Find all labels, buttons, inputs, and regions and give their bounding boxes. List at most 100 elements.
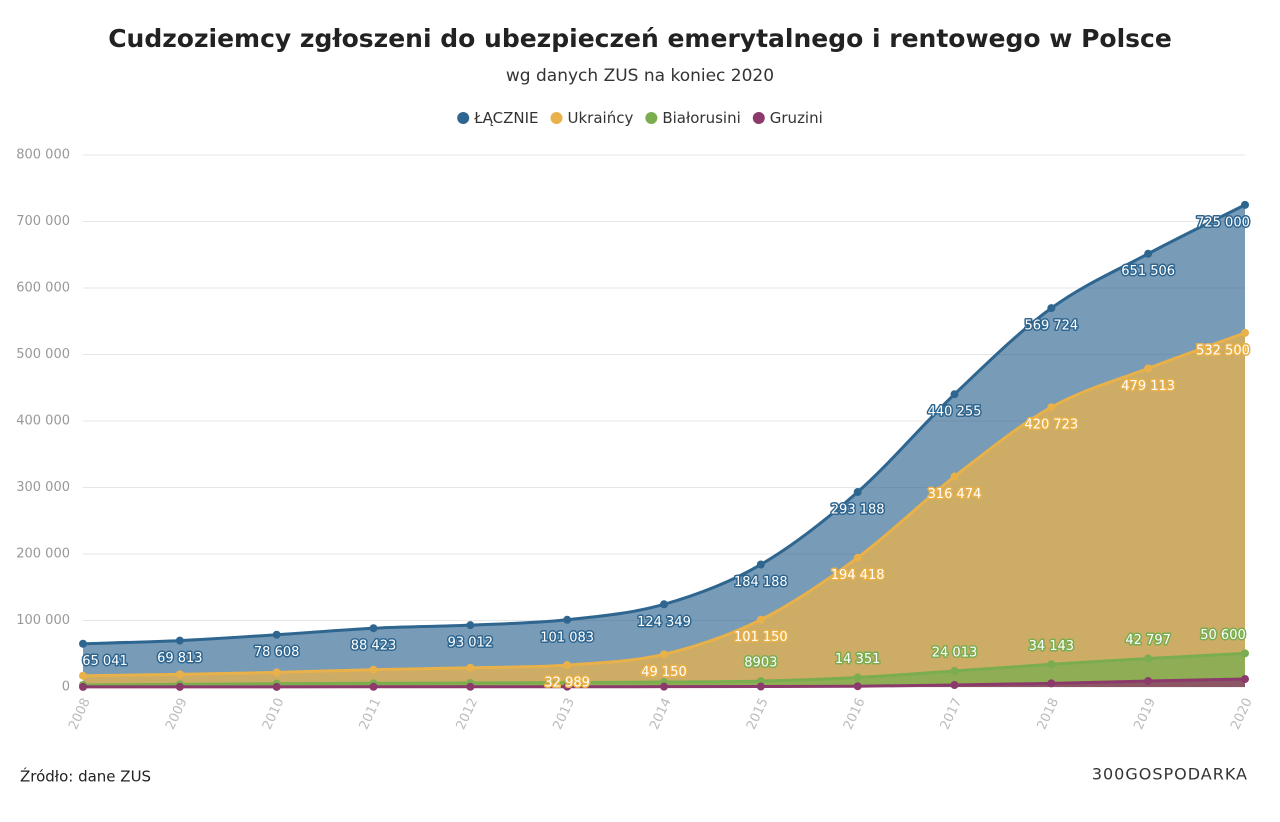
point — [1241, 200, 1249, 209]
point — [853, 673, 862, 682]
brand: 300GOSPODARKA — [1092, 765, 1248, 784]
value-label: 50 600 — [1200, 628, 1246, 643]
legend-label: Ukraińcy — [568, 109, 634, 127]
value-label: 24 013 — [932, 646, 978, 661]
value-label: 88 423 — [351, 639, 397, 654]
value-label: 194 418 — [831, 568, 885, 583]
point — [1047, 304, 1056, 313]
point — [660, 682, 668, 691]
x-tick-label: 2010 — [260, 696, 288, 732]
value-label: 78 608 — [254, 645, 300, 660]
point — [272, 668, 281, 677]
value-label: 293 188 — [831, 503, 885, 518]
y-tick-label: 300 000 — [16, 480, 70, 495]
value-label: 184 188 — [734, 575, 788, 590]
legend-label: Gruzini — [770, 109, 823, 127]
value-label: 101 150 — [734, 630, 788, 645]
point — [175, 682, 184, 691]
chart-subtitle: wg danych ZUS na koniec 2020 — [506, 66, 774, 86]
point — [1047, 660, 1056, 669]
point — [1047, 679, 1056, 688]
point — [756, 560, 765, 569]
point — [79, 639, 87, 648]
value-label: 440 255 — [928, 405, 982, 420]
area — [83, 332, 1245, 687]
chart-title: Cudzoziemcy zgłoszeni do ubezpieczeń eme… — [108, 24, 1172, 53]
x-tick-label: 2015 — [744, 696, 772, 732]
value-label: 14 351 — [835, 652, 881, 667]
point — [272, 682, 281, 691]
x-tick-label: 2018 — [1035, 696, 1063, 732]
legend-marker — [752, 112, 765, 124]
value-label: 49 150 — [641, 665, 687, 680]
point — [175, 636, 184, 645]
point — [950, 681, 959, 690]
point — [950, 472, 959, 481]
point — [660, 650, 668, 659]
point — [853, 553, 862, 562]
point — [950, 390, 959, 399]
legend-label: Białorusini — [662, 109, 740, 127]
point — [660, 600, 668, 609]
y-tick-label: 0 — [62, 680, 70, 695]
value-label: 569 724 — [1024, 319, 1078, 334]
point — [466, 663, 475, 672]
point — [175, 670, 184, 679]
y-tick-label: 700 000 — [16, 214, 70, 229]
value-label: 8903 — [744, 656, 777, 671]
point — [563, 682, 572, 691]
point — [369, 665, 378, 674]
value-label: 65 041 — [82, 654, 128, 669]
y-tick-label: 600 000 — [16, 281, 70, 296]
legend-label: ŁĄCZNIE — [473, 109, 538, 127]
y-tick-label: 200 000 — [16, 547, 70, 562]
value-label: 69 813 — [157, 651, 203, 666]
value-label: 316 474 — [928, 487, 982, 502]
point — [466, 621, 475, 630]
point — [563, 661, 572, 670]
x-tick-label: 2009 — [163, 696, 191, 732]
x-tick-label: 2011 — [357, 696, 385, 732]
x-tick-label: 2017 — [938, 696, 966, 732]
value-label: 34 143 — [1029, 639, 1075, 654]
x-tick-label: 2012 — [454, 696, 482, 732]
value-label: 93 012 — [448, 636, 494, 651]
point — [369, 682, 378, 691]
point — [1241, 328, 1249, 337]
value-label: 479 113 — [1121, 379, 1175, 394]
x-tick-label: 2014 — [647, 696, 675, 732]
y-tick-label: 100 000 — [16, 613, 70, 628]
point — [756, 615, 765, 624]
point — [853, 488, 862, 497]
legend-marker — [457, 112, 470, 124]
value-label: 124 349 — [637, 615, 691, 630]
area — [83, 653, 1245, 687]
point — [1144, 654, 1153, 663]
point — [1144, 249, 1153, 258]
point — [1241, 649, 1249, 658]
value-label: 32 989 — [544, 676, 590, 691]
x-tick-label: 2019 — [1131, 696, 1159, 732]
point — [1144, 364, 1153, 373]
x-tick-label: 2013 — [550, 696, 578, 732]
value-label: 420 723 — [1024, 418, 1078, 433]
point — [853, 682, 862, 691]
point — [1241, 675, 1249, 684]
point — [466, 682, 475, 691]
point — [950, 667, 959, 676]
value-label: 725 000 — [1196, 215, 1250, 230]
point — [1047, 403, 1056, 412]
source: Źródło: dane ZUS — [20, 767, 151, 786]
point — [563, 615, 572, 624]
point — [1144, 677, 1153, 686]
x-tick-label: 2008 — [66, 696, 94, 732]
point — [79, 671, 87, 680]
x-tick-label: 2020 — [1228, 696, 1256, 732]
value-label: 651 506 — [1121, 264, 1175, 279]
legend-marker — [550, 112, 563, 124]
point — [369, 624, 378, 633]
y-tick-label: 500 000 — [16, 347, 70, 362]
point — [756, 682, 765, 691]
y-tick-label: 800 000 — [16, 148, 70, 163]
